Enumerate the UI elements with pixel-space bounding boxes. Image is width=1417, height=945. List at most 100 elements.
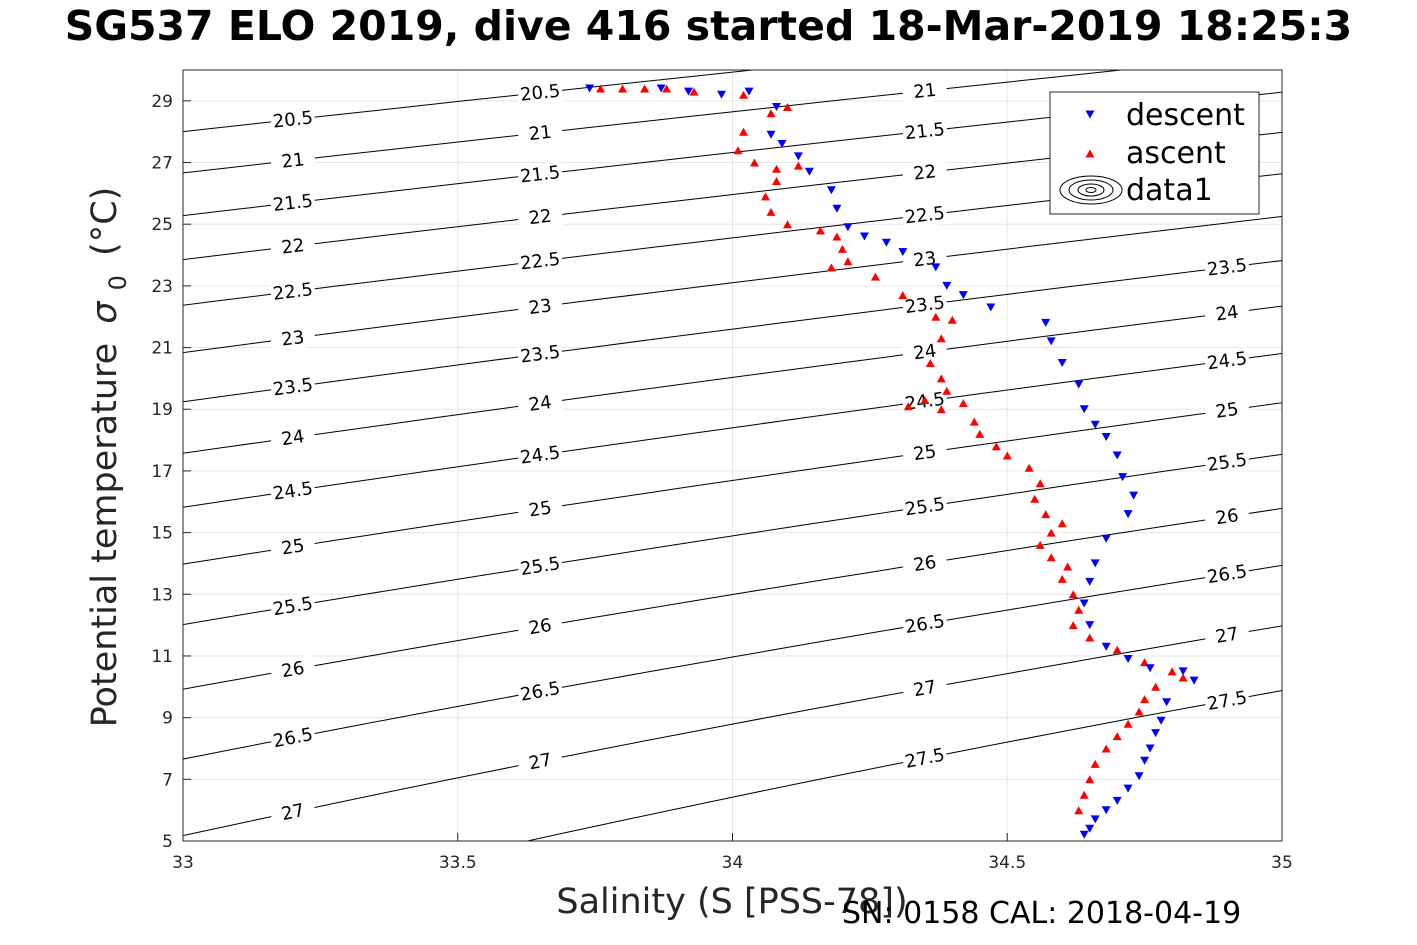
legend: descent ascent data1	[1049, 91, 1260, 215]
descent-point	[1189, 676, 1199, 685]
descent-point	[898, 248, 908, 256]
contour-label: 23.5	[519, 342, 561, 368]
descent-point	[832, 204, 842, 213]
ascent-point	[750, 158, 759, 167]
legend-data1-marker	[1059, 175, 1123, 205]
contour-label-bg	[269, 106, 316, 133]
ascent-point	[1068, 621, 1078, 630]
descent-point	[1090, 559, 1100, 568]
contour-label: 21	[912, 80, 937, 103]
ascent-point	[931, 312, 941, 321]
contour-label: 23	[528, 295, 553, 319]
contour-label: 27	[527, 749, 554, 774]
legend-ascent-marker	[1085, 149, 1095, 158]
contour-line	[525, 690, 1282, 841]
ascent-point	[618, 84, 628, 93]
descent-point	[1123, 655, 1133, 663]
contour-label-bg	[1203, 396, 1251, 425]
ascent-point	[783, 103, 792, 111]
contour-label-bg	[1203, 559, 1251, 589]
ascent-point	[1123, 719, 1133, 728]
contour-label: 27	[280, 800, 307, 825]
y-axis-label-text: Potential temperature	[85, 343, 125, 727]
y-tick-label: 7	[162, 770, 173, 790]
descent-point	[1079, 405, 1089, 414]
ascent-point	[662, 84, 672, 93]
ascent-point	[942, 386, 952, 395]
contour-label-bg	[901, 201, 948, 229]
ascent-point	[903, 402, 913, 411]
y-tick-label: 15	[151, 524, 173, 544]
ascent-point	[1090, 759, 1100, 768]
descent-point	[1178, 667, 1188, 676]
ascent-point	[766, 207, 776, 216]
descent-point	[717, 90, 726, 99]
contour-label-bg	[901, 117, 948, 145]
contour-label-bg	[901, 159, 948, 186]
contour-label: 25	[1214, 399, 1240, 423]
contour-label: 23	[280, 327, 305, 351]
contour-label-bg	[516, 612, 564, 642]
descent-point	[1090, 420, 1100, 429]
contour-label-bg	[517, 119, 564, 147]
contour-label-bg	[901, 338, 949, 366]
ascent-point	[843, 257, 853, 266]
contour-label-bg	[269, 324, 317, 352]
contour-label: 24	[280, 426, 306, 450]
ascent-point	[793, 161, 803, 170]
ascent-point	[1035, 540, 1045, 549]
y-tick-label: 27	[151, 154, 173, 174]
ascent-point	[1101, 744, 1111, 753]
contour-label: 20.5	[519, 81, 561, 106]
contour-label-bg	[1203, 620, 1251, 650]
ascent-point	[1030, 494, 1040, 503]
ascent-point	[1178, 673, 1188, 682]
ascent-point	[1167, 667, 1177, 676]
ascent-point	[936, 374, 946, 383]
legend-box	[1049, 91, 1260, 215]
contour-label: 22.5	[519, 249, 561, 275]
descent-point	[1140, 756, 1150, 765]
descent-point	[656, 84, 666, 93]
ascent-point	[689, 87, 699, 96]
contour-label-bg	[901, 291, 949, 319]
legend-descent-label: descent	[1126, 98, 1245, 133]
ascent-point	[1002, 451, 1012, 460]
ascent-point	[936, 334, 946, 343]
ascent-point	[1046, 528, 1056, 537]
descent-point	[881, 238, 891, 247]
contour-label-bg	[901, 438, 949, 467]
contour-label-bg	[1203, 685, 1251, 716]
ascent-point	[898, 291, 908, 300]
y-axis-label-subscript: 0	[104, 275, 132, 290]
descent-series	[585, 84, 1199, 839]
contour-label-bg	[1203, 448, 1251, 477]
contour-label-bg	[269, 373, 317, 401]
contour-label-bg	[516, 676, 564, 707]
ascent-point	[1068, 590, 1078, 599]
descent-point	[942, 281, 952, 290]
y-tick-label: 29	[151, 92, 173, 112]
contour-label-bg	[269, 796, 317, 828]
contour-label: 25	[527, 497, 553, 521]
ascent-point	[936, 405, 946, 414]
contour-label: 21.5	[519, 162, 561, 187]
contour-label-bg	[1203, 253, 1251, 281]
ascent-point	[947, 315, 957, 324]
ascent-point	[772, 177, 781, 185]
descent-point	[777, 140, 787, 148]
contour-label: 24.5	[1206, 348, 1249, 374]
descent-point	[1118, 473, 1128, 482]
descent-point	[684, 87, 693, 96]
contour-label-bg	[1203, 502, 1251, 531]
descent-point	[1101, 806, 1111, 815]
ascent-point	[1112, 732, 1122, 741]
contour-label-bg	[517, 79, 564, 106]
ascent-point	[1063, 562, 1073, 571]
ascent-point	[761, 192, 770, 201]
contour-label: 22.5	[272, 279, 314, 305]
contour-label: 20.5	[272, 107, 314, 132]
descent-point	[1074, 380, 1084, 389]
descent-point	[1085, 824, 1095, 833]
